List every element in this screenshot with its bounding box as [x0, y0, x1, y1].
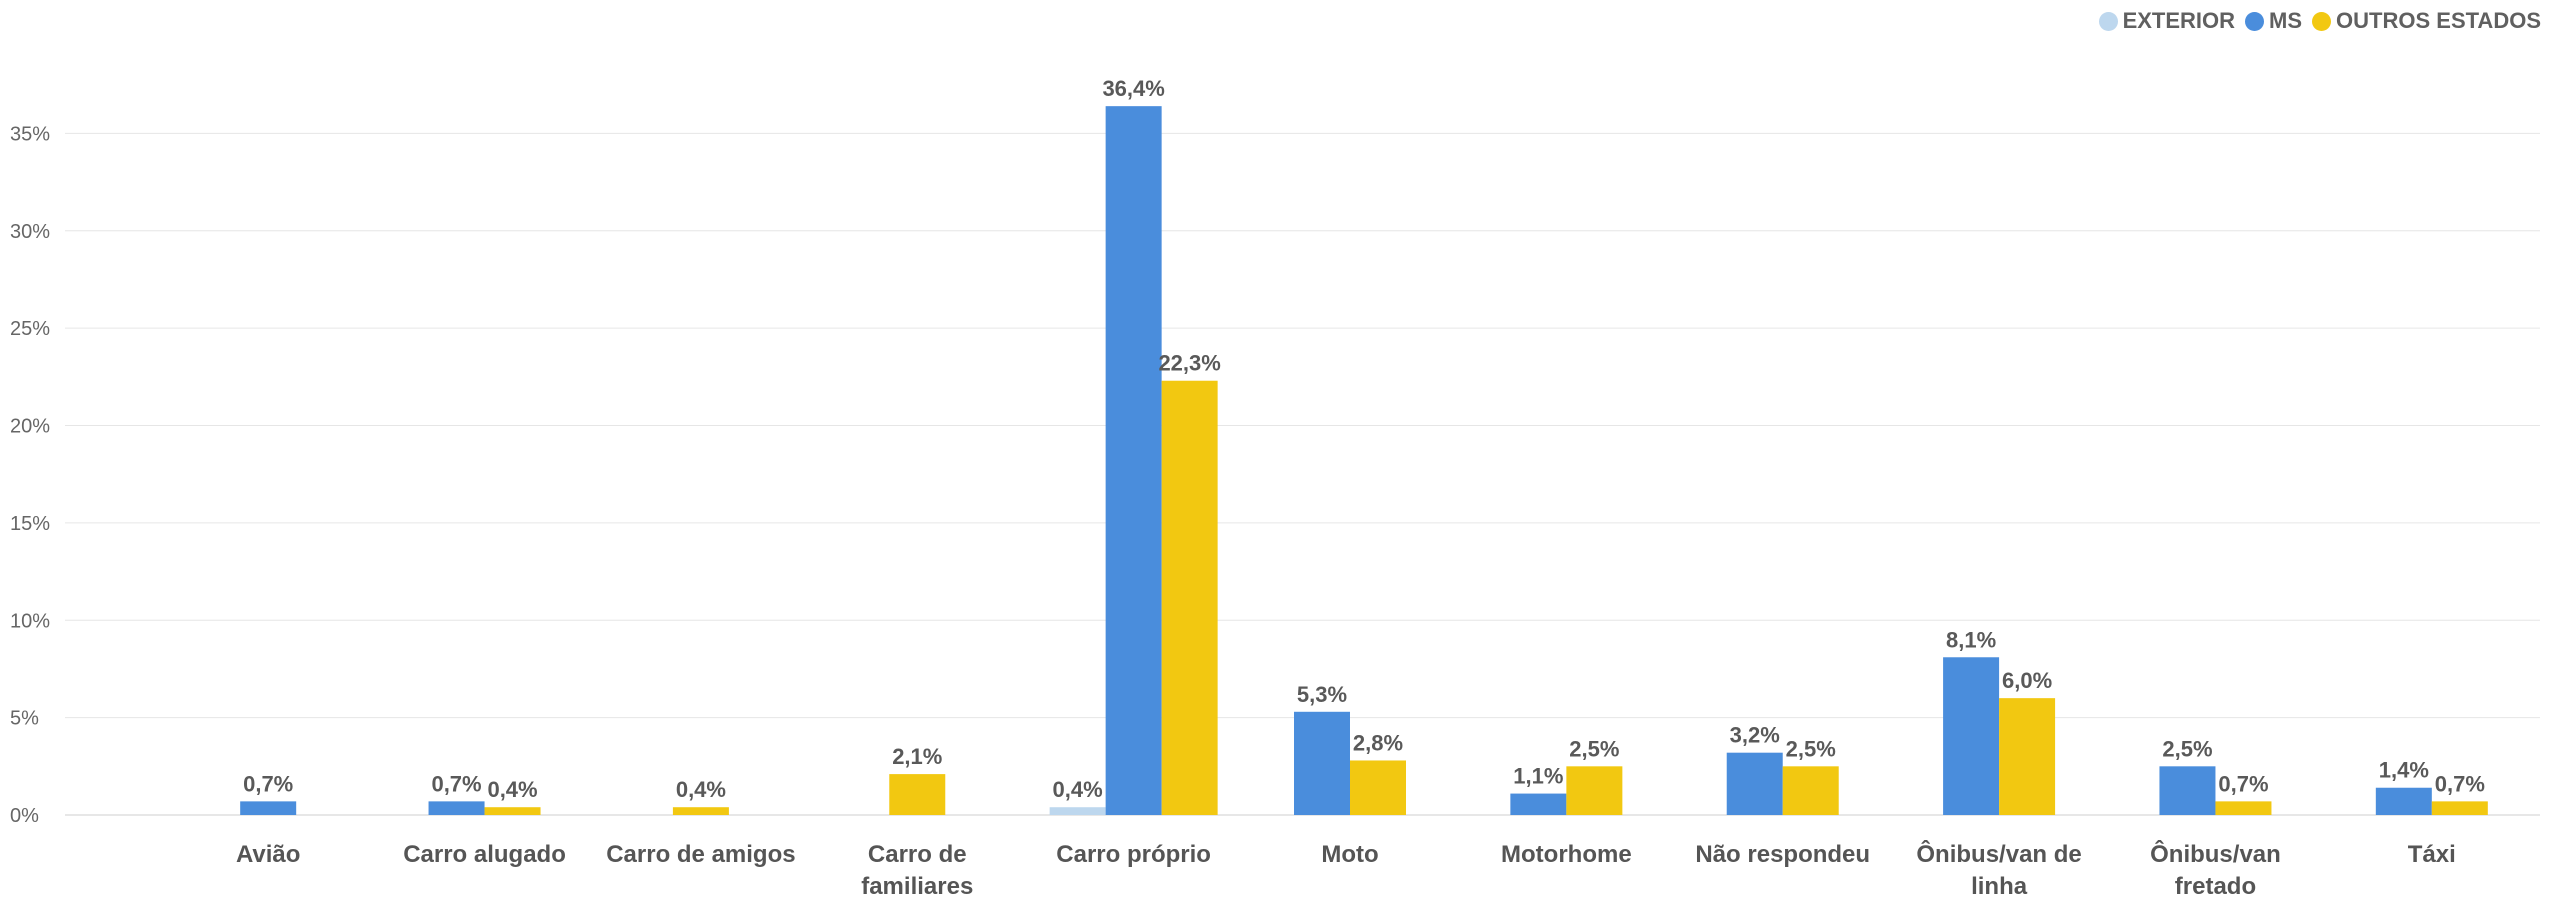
legend-label-ms: MS — [2269, 8, 2303, 33]
x-tick-label: linha — [1971, 873, 2028, 898]
data-label: 0,4% — [487, 777, 537, 802]
data-label: 2,1% — [892, 744, 942, 769]
y-tick-label: 10% — [10, 610, 50, 632]
legend-label-outros-estados: OUTROS ESTADOS — [2336, 8, 2541, 33]
x-tick-label: Avião — [236, 841, 300, 868]
bar-ms-carro-alugado[interactable] — [428, 801, 485, 815]
legend-marker-exterior — [2098, 11, 2118, 31]
y-tick-label: 0% — [10, 805, 39, 827]
legend-item-exterior[interactable]: EXTERIOR — [2098, 8, 2236, 34]
data-label: 0,7% — [431, 771, 481, 796]
bar-outros-estados-moto[interactable] — [1350, 760, 1406, 815]
data-label: 2,5% — [1569, 736, 1619, 761]
data-label: 0,7% — [2218, 771, 2268, 796]
bar-outros-estados-onibus-van-de-linha[interactable] — [1999, 698, 2056, 815]
data-label: 1,4% — [2379, 758, 2429, 783]
bar-ms-moto[interactable] — [1294, 711, 1350, 815]
data-label: 1,1% — [1513, 764, 1563, 789]
bar-outros-estados-onibus-van-fretado[interactable] — [2215, 801, 2272, 815]
data-label: 8,1% — [1946, 627, 1996, 652]
bar-outros-estados-carro-proprio[interactable] — [1161, 380, 1218, 815]
bar-ms-onibus-van-fretado[interactable] — [2159, 766, 2216, 815]
data-labels: 0,7% 0,7% 0,4% 0,4%2,1%0,4%36,4%22,3%5,3%2,… — [243, 76, 2485, 802]
x-tick-label: Moto — [1321, 841, 1378, 868]
data-label: 0,4% — [1053, 777, 1103, 802]
x-tick-label: Carro de — [868, 841, 967, 868]
data-label: 22,3% — [1158, 351, 1220, 376]
bar-outros-estados-taxi[interactable] — [2431, 801, 2488, 815]
y-tick-label: 30% — [10, 221, 50, 243]
bars — [240, 106, 2488, 815]
x-axis: Avião Carro alugado Carro de amigos Carro d… — [236, 840, 2456, 898]
data-label: 5,3% — [1297, 682, 1347, 707]
legend-marker-ms — [2245, 11, 2265, 31]
data-label: 0,4% — [676, 777, 726, 802]
y-tick-label: 15% — [10, 513, 50, 535]
x-tick-label: Motorhome — [1501, 841, 1632, 868]
bar-ms-onibus-van-de-linha[interactable] — [1943, 657, 2000, 815]
x-tick-label: Táxi — [2408, 841, 2456, 868]
data-label: 2,5% — [2162, 736, 2212, 761]
bar-ms-motorhome[interactable] — [1510, 793, 1567, 815]
y-tick-label: 35% — [10, 123, 50, 145]
data-label: 0,7% — [243, 771, 293, 796]
y-tick-label: 25% — [10, 318, 50, 340]
x-tick-label: Ônibus/van de — [1916, 840, 2081, 868]
bar-ms-taxi[interactable] — [2375, 787, 2432, 815]
legend-item-ms[interactable]: MS — [2245, 8, 2302, 34]
bar-outros-estados-carro-de-familiares[interactable] — [889, 774, 946, 815]
bar-exterior-carro-proprio[interactable] — [1049, 807, 1106, 815]
legend: EXTERIOR MS OUTROS ESTADOS — [2098, 8, 2541, 34]
x-tick-label: fretado — [2175, 873, 2256, 898]
bar-outros-estados-carro-de-amigos[interactable] — [672, 807, 729, 815]
x-tick-label: Carro de amigos — [606, 841, 795, 868]
bar-outros-estados-nao-respondeu[interactable] — [1782, 766, 1839, 815]
data-label: 2,8% — [1353, 730, 1403, 755]
bar-outros-estados-carro-alugado[interactable] — [484, 807, 541, 815]
x-tick-label: Carro próprio — [1056, 841, 1211, 868]
x-tick-label: familiares — [861, 873, 973, 898]
data-label: 0,7% — [2435, 771, 2485, 796]
legend-marker-outros-estados — [2312, 11, 2332, 31]
x-tick-label: Carro alugado — [403, 841, 566, 868]
bar-ms-carro-proprio[interactable] — [1105, 106, 1162, 815]
x-tick-label: Não respondeu — [1695, 841, 1870, 868]
bar-outros-estados-motorhome[interactable] — [1566, 766, 1623, 815]
gridlines — [65, 132, 2540, 816]
bar-ms-nao-respondeu[interactable] — [1726, 752, 1783, 815]
y-tick-label: 5% — [10, 708, 39, 730]
y-tick-label: 20% — [10, 416, 50, 438]
legend-label-exterior: EXTERIOR — [2122, 8, 2236, 33]
bar-ms-aviao[interactable] — [240, 801, 297, 815]
legend-item-outros-estados[interactable]: OUTROS ESTADOS — [2312, 8, 2541, 34]
x-tick-label: Ônibus/van — [2150, 840, 2281, 868]
y-axis: 0% 5% 10% 15% 20% 25% 30% 35% — [10, 123, 50, 827]
data-label: 2,5% — [1786, 736, 1836, 761]
data-label: 6,0% — [2002, 668, 2052, 693]
data-label: 3,2% — [1730, 723, 1780, 748]
data-label: 36,4% — [1102, 76, 1164, 101]
